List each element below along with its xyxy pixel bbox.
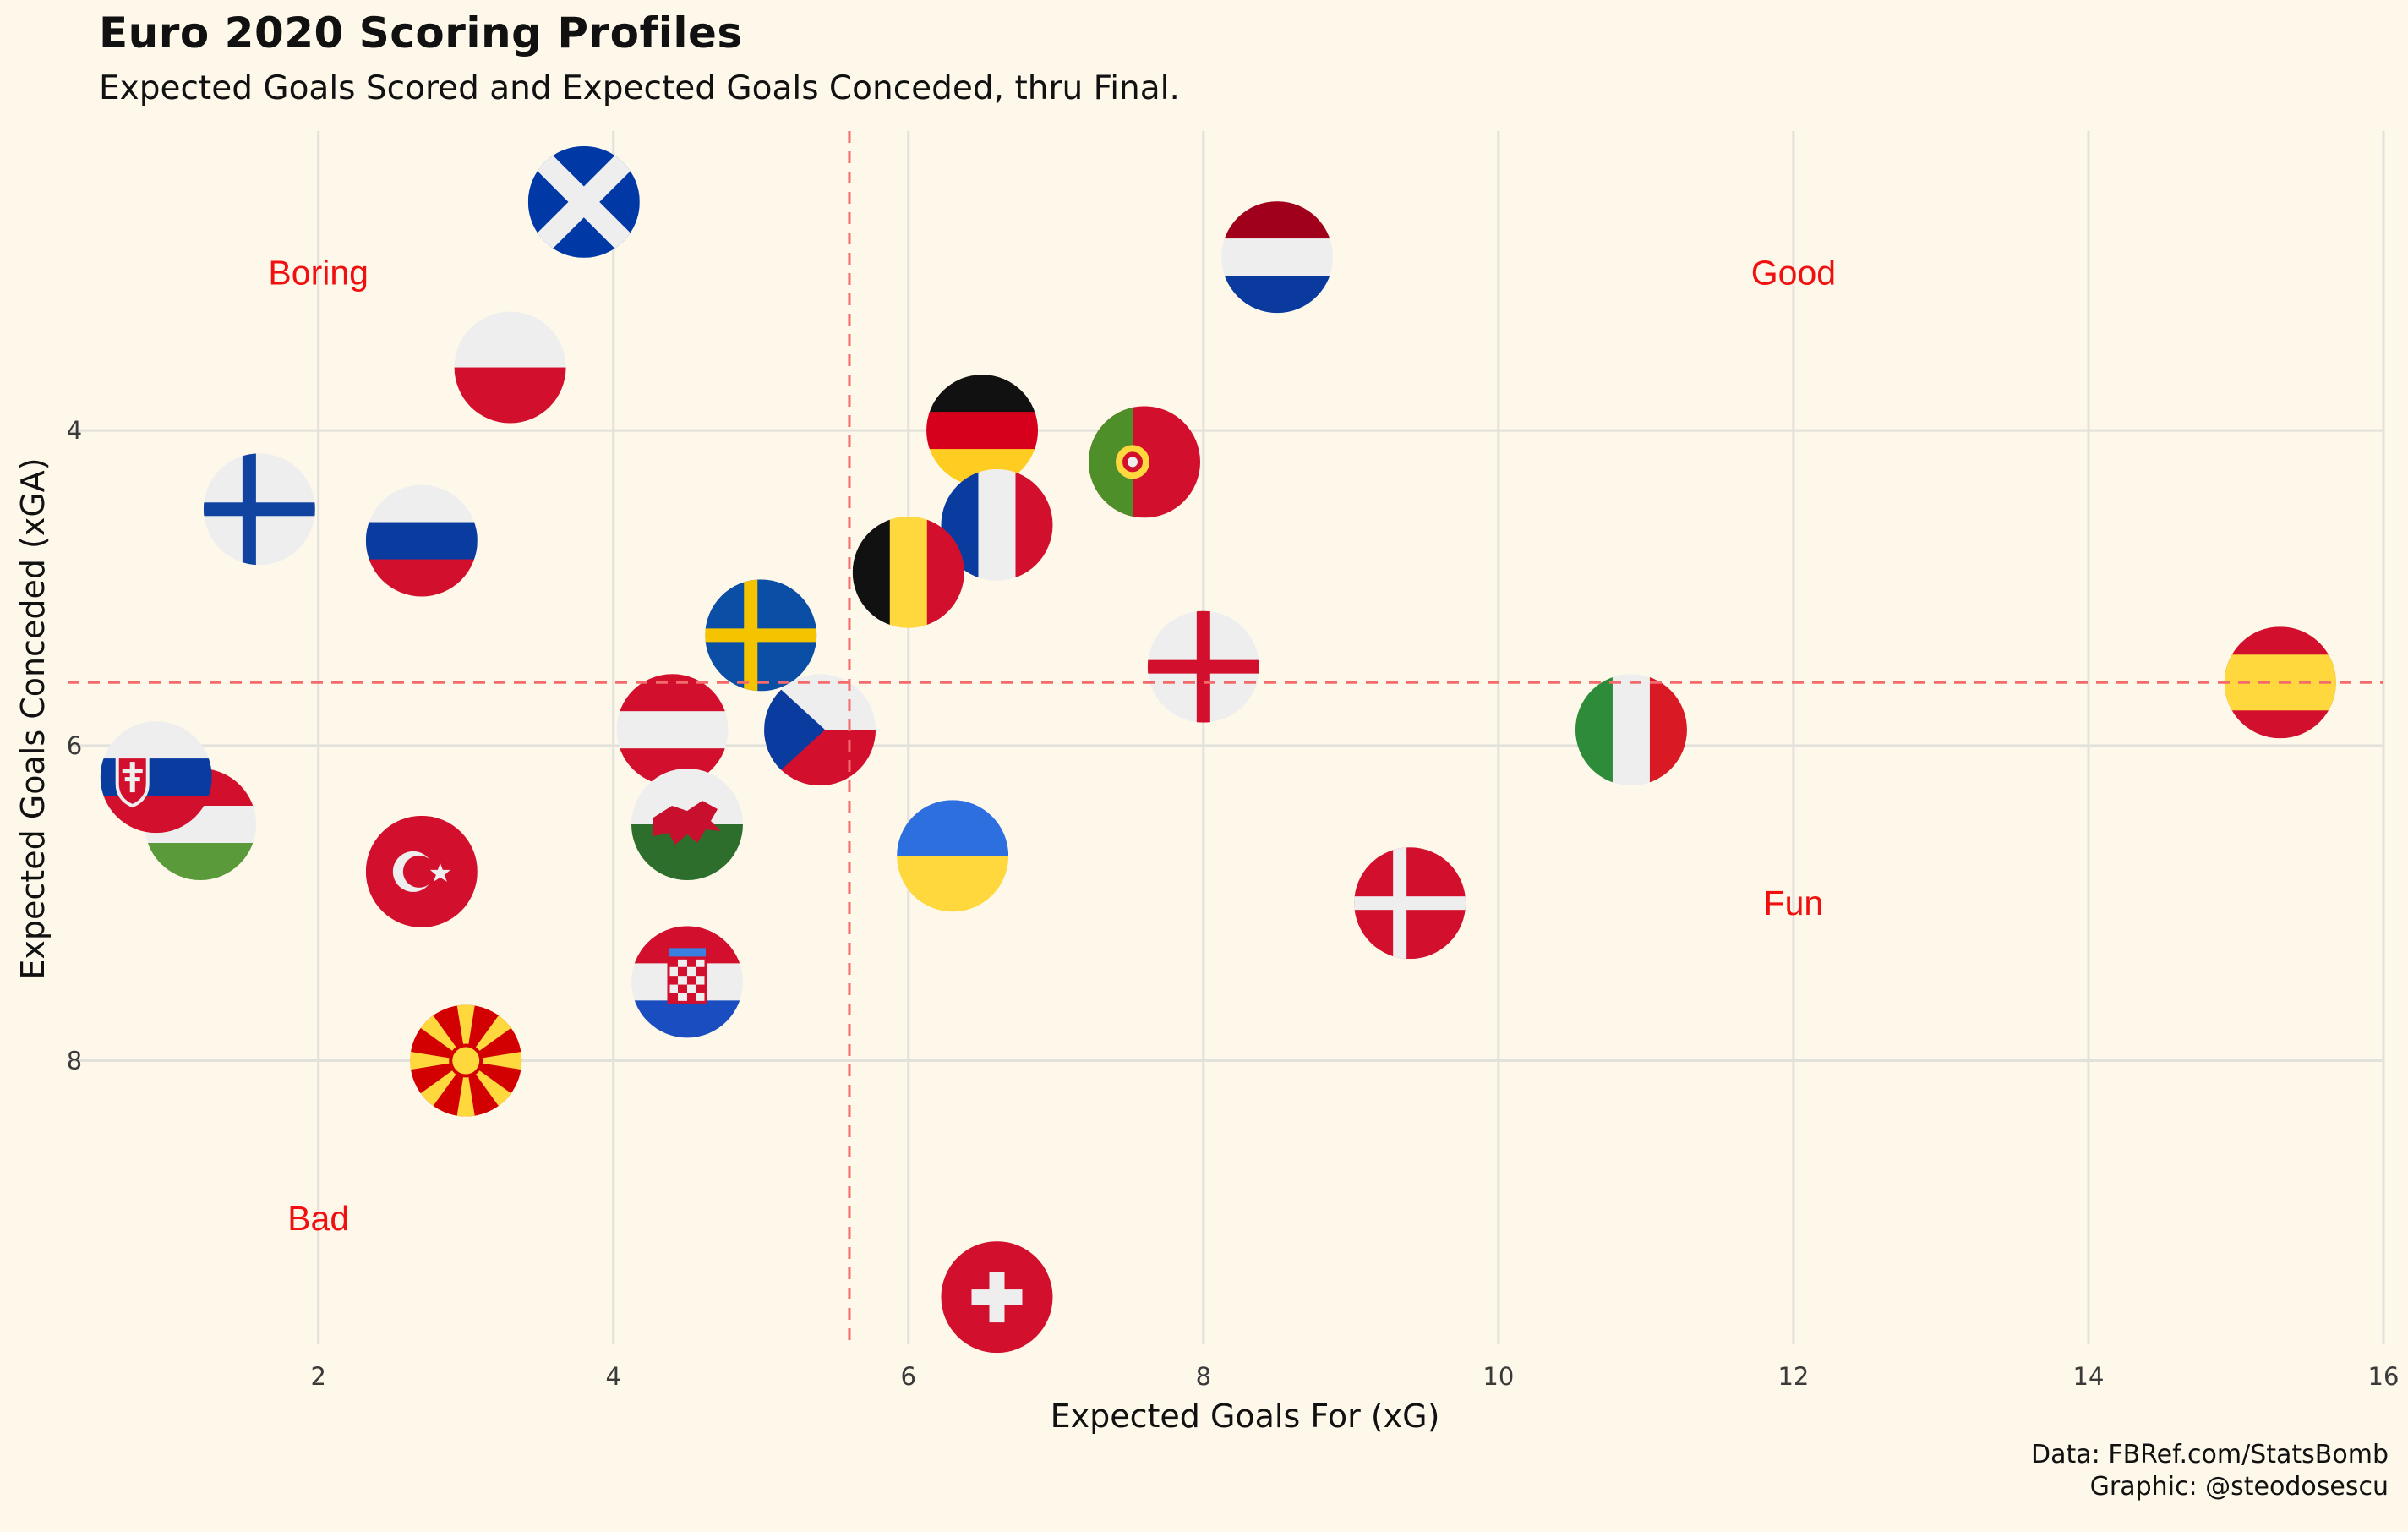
flag-marker-england xyxy=(1147,610,1259,723)
y-axis-title: Expected Goals Conceded (xGA) xyxy=(14,457,52,979)
reference-lines xyxy=(68,131,2383,1344)
flag-marker-italy xyxy=(1575,674,1687,786)
caption-data-source: Data: FBRef.com/StatsBomb xyxy=(2031,1440,2389,1469)
flag-marker-denmark xyxy=(1354,847,1466,960)
flag-marker-poland xyxy=(454,311,566,424)
flag-marker-finland xyxy=(203,453,315,566)
flag-marker-belgium xyxy=(852,516,964,628)
flag-marker-netherlands xyxy=(1221,201,1334,314)
flag-marker-portugal xyxy=(1089,406,1201,518)
flag-marker-slovakia xyxy=(100,721,212,834)
quadrant-label-fun: Fun xyxy=(1764,884,1824,922)
caption-credit: Graphic: @steodosescu xyxy=(2089,1471,2389,1502)
flag-marker-croatia xyxy=(631,926,743,1038)
x-tick-label: 8 xyxy=(1196,1362,1211,1391)
y-tick-label: 8 xyxy=(67,1047,82,1075)
x-tick-label: 2 xyxy=(310,1362,325,1391)
x-tick-label: 4 xyxy=(606,1362,621,1391)
flag-marker-ukraine xyxy=(897,800,1009,912)
data-points xyxy=(100,145,2336,1354)
flag-marker-macedonia xyxy=(410,1004,522,1117)
quadrant-labels: Boring Good Fun Bad xyxy=(268,254,1836,1238)
quadrant-label-bad: Bad xyxy=(287,1199,349,1238)
y-tick-labels: 4 6 8 xyxy=(67,416,82,1075)
x-tick-label: 12 xyxy=(1777,1362,1809,1391)
x-tick-label: 10 xyxy=(1482,1362,1514,1391)
chart-title: Euro 2020 Scoring Profiles xyxy=(99,8,743,57)
y-tick-label: 4 xyxy=(67,416,82,445)
gridlines xyxy=(68,131,2385,1344)
chart-subtitle: Expected Goals Scored and Expected Goals… xyxy=(99,69,1180,107)
x-tick-label: 16 xyxy=(2368,1362,2400,1391)
y-tick-label: 6 xyxy=(67,731,82,760)
flag-marker-czech xyxy=(764,674,876,786)
x-tick-labels: 2 4 6 8 10 12 14 16 xyxy=(310,1362,2399,1391)
x-axis-title: Expected Goals For (xG) xyxy=(1051,1398,1440,1435)
flag-marker-scotland xyxy=(527,145,640,258)
flag-marker-sweden xyxy=(705,579,817,692)
quadrant-label-boring: Boring xyxy=(268,254,369,293)
flag-marker-wales xyxy=(631,769,743,880)
flag-marker-germany xyxy=(926,375,1039,487)
flag-marker-austria xyxy=(616,674,729,786)
quadrant-label-good: Good xyxy=(1751,254,1836,293)
x-tick-label: 6 xyxy=(901,1362,916,1391)
x-tick-label: 14 xyxy=(2073,1362,2105,1391)
flag-marker-switzerland xyxy=(941,1241,1053,1354)
flag-marker-turkey xyxy=(365,815,478,927)
caption: Data: FBRef.com/StatsBomb Graphic: @steo… xyxy=(2031,1439,2389,1502)
flag-marker-russia xyxy=(365,484,478,597)
